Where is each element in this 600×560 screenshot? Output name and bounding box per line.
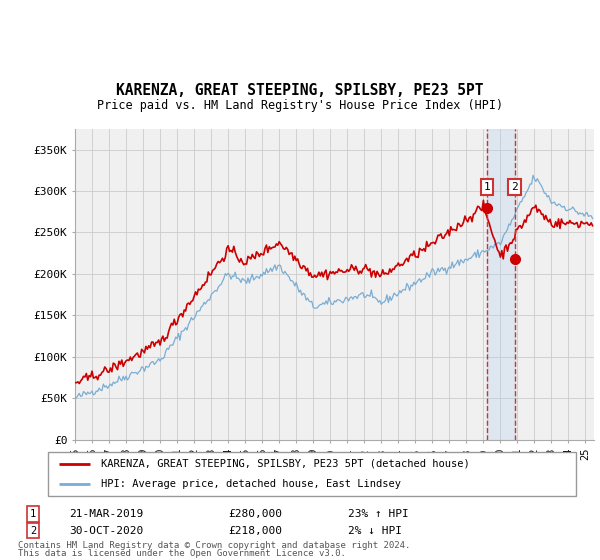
Text: HPI: Average price, detached house, East Lindsey: HPI: Average price, detached house, East… [101, 479, 401, 489]
Text: KARENZA, GREAT STEEPING, SPILSBY, PE23 5PT: KARENZA, GREAT STEEPING, SPILSBY, PE23 5… [116, 83, 484, 98]
Text: KARENZA, GREAT STEEPING, SPILSBY, PE23 5PT (detached house): KARENZA, GREAT STEEPING, SPILSBY, PE23 5… [101, 459, 470, 469]
Text: Contains HM Land Registry data © Crown copyright and database right 2024.: Contains HM Land Registry data © Crown c… [18, 541, 410, 550]
Text: 1: 1 [484, 182, 491, 192]
Text: 2% ↓ HPI: 2% ↓ HPI [348, 526, 402, 536]
Text: 21-MAR-2019: 21-MAR-2019 [69, 509, 143, 519]
FancyBboxPatch shape [48, 452, 576, 496]
Text: 1: 1 [30, 509, 36, 519]
Text: £218,000: £218,000 [228, 526, 282, 536]
Text: Price paid vs. HM Land Registry's House Price Index (HPI): Price paid vs. HM Land Registry's House … [97, 99, 503, 112]
Text: 2: 2 [511, 182, 518, 192]
Text: £280,000: £280,000 [228, 509, 282, 519]
Text: 30-OCT-2020: 30-OCT-2020 [69, 526, 143, 536]
Text: This data is licensed under the Open Government Licence v3.0.: This data is licensed under the Open Gov… [18, 549, 346, 558]
Text: 2: 2 [30, 526, 36, 536]
Bar [487, 129, 515, 440]
Text: 23% ↑ HPI: 23% ↑ HPI [348, 509, 409, 519]
